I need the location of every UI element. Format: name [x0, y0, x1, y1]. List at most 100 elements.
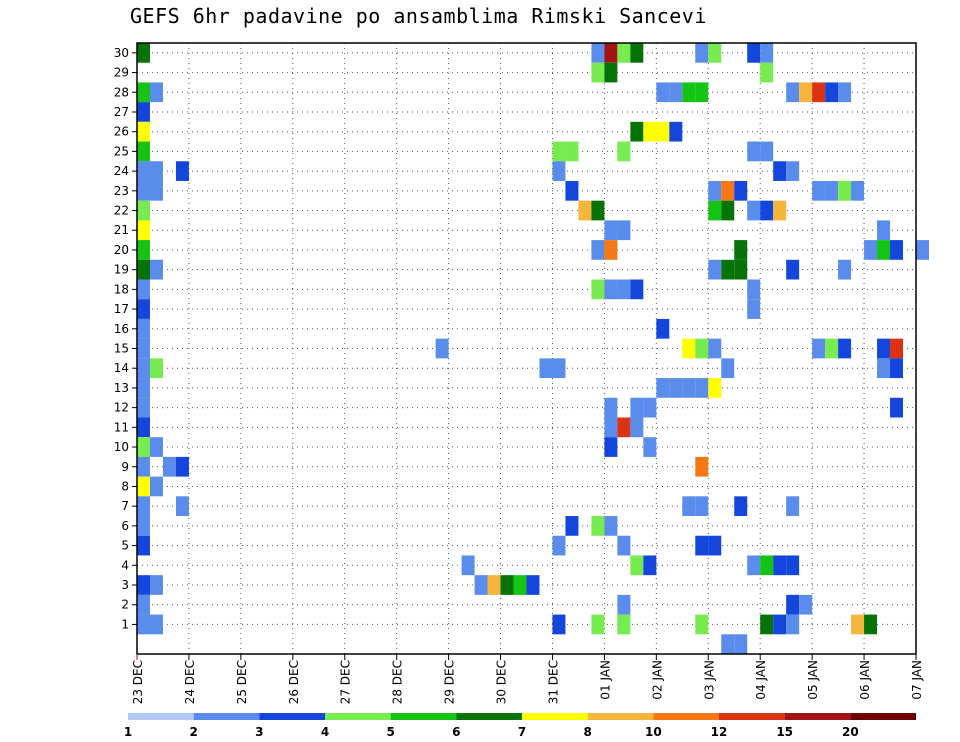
precip-cell [630, 279, 644, 300]
x-tick-label: 31 DEC [546, 660, 560, 704]
precip-cell [773, 555, 787, 576]
precip-cell [825, 82, 839, 103]
precip-cell [604, 516, 618, 536]
colorbar-label: 3 [255, 725, 263, 739]
y-tick-label: 27 [114, 105, 129, 119]
precip-cell [838, 82, 852, 103]
precip-cell [838, 338, 852, 359]
precip-cell [552, 535, 566, 556]
y-tick-label: 18 [114, 282, 129, 296]
precip-cell [137, 299, 150, 319]
precip-cell [604, 43, 618, 63]
precip-cell [137, 82, 150, 103]
precip-cell [137, 141, 150, 162]
precip-cell [617, 417, 631, 438]
precip-cell [565, 180, 579, 201]
precip-cell [760, 141, 774, 162]
y-tick-label: 5 [121, 539, 129, 553]
precip-cell [137, 240, 150, 260]
precip-cell [643, 555, 657, 576]
y-tick-label: 1 [121, 617, 129, 631]
precip-cell [149, 437, 163, 457]
colorbar-segment [784, 713, 851, 720]
precip-cell [734, 259, 748, 280]
colorbar-label: 4 [321, 725, 329, 739]
precip-cell [552, 614, 566, 635]
precip-cell [175, 496, 189, 517]
precip-cell [708, 378, 722, 398]
precip-cell [137, 575, 150, 595]
precip-cell [137, 378, 150, 398]
y-tick-label: 11 [114, 420, 129, 434]
precip-cell [695, 43, 709, 63]
precip-cell [137, 437, 150, 457]
precip-cell [747, 141, 761, 162]
precip-cell [552, 161, 566, 181]
y-tick-label: 7 [121, 499, 129, 513]
y-tick-label: 20 [114, 243, 129, 257]
precip-cell [695, 338, 709, 359]
precip-cell [825, 180, 839, 201]
precip-cell [747, 43, 761, 63]
precip-cell [500, 575, 514, 595]
y-tick-label: 22 [114, 204, 129, 218]
x-tick-label: 30 DEC [495, 660, 509, 704]
precip-cell [851, 614, 865, 635]
precip-cell [617, 141, 631, 162]
precip-cell [695, 456, 709, 477]
precip-cell [695, 378, 709, 398]
precip-cell [591, 200, 605, 221]
precip-cell [734, 634, 748, 654]
precip-cell [682, 82, 696, 103]
precip-cell [890, 358, 904, 379]
precip-cell [474, 575, 488, 595]
precip-cell [604, 62, 618, 83]
precip-cell [630, 417, 644, 438]
precip-cell [721, 259, 735, 280]
precip-cell [864, 240, 878, 260]
precip-cell [799, 82, 813, 103]
precip-cell [669, 121, 683, 142]
x-tick-label: 24 DEC [183, 660, 197, 704]
precip-cell [591, 279, 605, 300]
precip-cell [643, 397, 657, 418]
precip-cell [877, 358, 891, 379]
x-tick-label: 07 JAN [910, 660, 924, 700]
precip-cell [137, 614, 150, 635]
precip-cell [682, 338, 696, 359]
colorbar-segment [259, 713, 325, 720]
precip-cell [617, 614, 631, 635]
precip-cell [708, 535, 722, 556]
precip-cell [137, 220, 150, 241]
precip-cell [435, 338, 449, 359]
precip-cell [786, 594, 800, 615]
precip-cell [591, 43, 605, 63]
colorbar-segment [850, 713, 916, 720]
precip-cell [747, 555, 761, 576]
colorbar-segment [390, 713, 457, 720]
precip-cell [721, 358, 735, 379]
y-tick-label: 30 [114, 46, 129, 60]
precip-cell [890, 240, 904, 260]
precip-cell [890, 397, 904, 418]
y-tick-label: 6 [121, 519, 129, 533]
colorbar-segment [653, 713, 719, 720]
y-tick-label: 17 [114, 302, 129, 316]
y-tick-label: 28 [114, 85, 129, 99]
precip-cell [812, 180, 826, 201]
precip-cell [591, 516, 605, 536]
y-tick-label: 3 [121, 578, 129, 592]
precip-cell [734, 240, 748, 260]
precip-cell [773, 200, 787, 221]
y-tick-label: 9 [121, 460, 129, 474]
precip-cell [604, 397, 618, 418]
precip-cell [513, 575, 527, 595]
y-tick-label: 4 [121, 558, 129, 572]
precip-cell [695, 535, 709, 556]
x-tick-label: 26 DEC [287, 660, 301, 704]
precip-cell [591, 614, 605, 635]
precip-cell [565, 141, 579, 162]
y-tick-label: 12 [114, 401, 129, 415]
precip-cell [747, 279, 761, 300]
